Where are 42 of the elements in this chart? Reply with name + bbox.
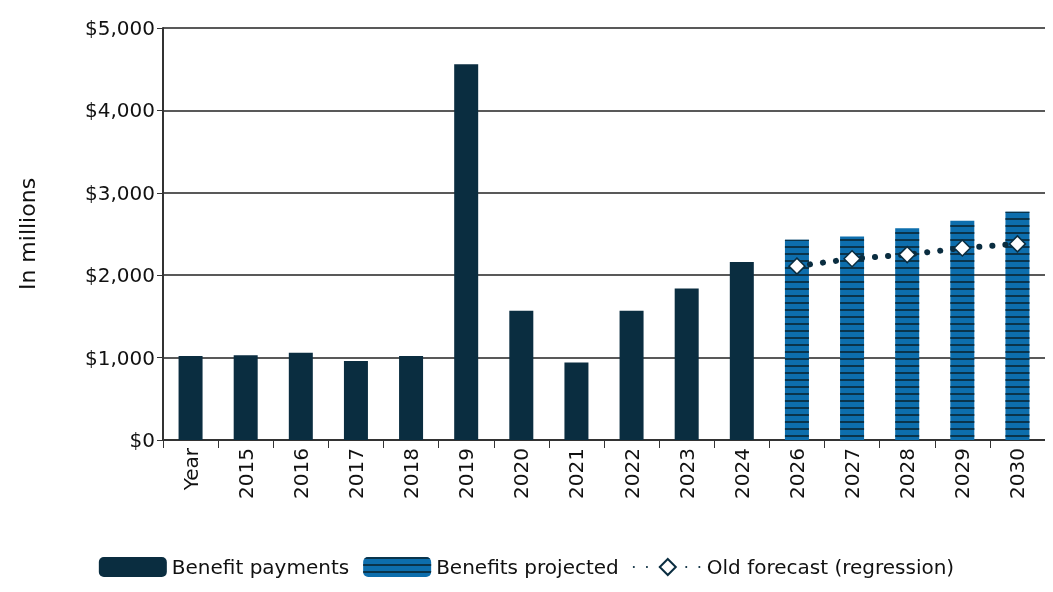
y-tick-label: $4,000 [85, 98, 155, 123]
x-tick-label: Year [178, 447, 203, 492]
y-tick-label: $0 [129, 428, 155, 452]
x-tick-label: 2021 [564, 448, 589, 499]
bar [233, 355, 258, 440]
y-axis-title: In millions [14, 177, 40, 291]
point [953, 239, 972, 257]
legend-label: Benefit payments [171, 555, 350, 579]
bar [564, 362, 589, 440]
y-tick-label: $2,000 [85, 263, 155, 288]
x-tick-label: 2028 [895, 448, 920, 499]
x-tick-label: 2019 [454, 448, 479, 499]
point [898, 245, 916, 264]
x-tick-label: 2026 [784, 448, 809, 499]
x-tick-label: 2016 [288, 448, 313, 499]
bar [399, 355, 424, 440]
bar [454, 64, 479, 440]
bar [674, 288, 699, 440]
y-tick-label: $1,000 [85, 345, 155, 370]
point [843, 249, 861, 268]
x-tick-label: 2030 [1005, 448, 1030, 499]
x-tick-label: 2022 [619, 448, 644, 499]
bar [619, 310, 644, 440]
legend-label: Benefits projected [436, 555, 619, 579]
x-tick-label: 2018 [399, 448, 424, 499]
x-tick-label: 2024 [729, 448, 754, 499]
x-tick-label: 2015 [233, 448, 258, 499]
y-tick-label: $3,000 [85, 180, 155, 205]
x-tick-label: 2020 [509, 448, 534, 499]
legend-label: Old forecast (regression) [706, 555, 955, 579]
bar [509, 310, 534, 440]
point [1008, 235, 1027, 253]
x-tick-label: 2017 [343, 448, 368, 499]
x-tick-label: 2029 [950, 448, 975, 499]
bar [288, 352, 313, 440]
y-tick-label: $5,000 [85, 16, 155, 40]
bar [729, 262, 754, 440]
x-tick-label: 2027 [840, 448, 865, 499]
point [788, 257, 806, 275]
bar [343, 360, 368, 440]
bar [178, 355, 203, 440]
x-tick-label: 2023 [674, 448, 699, 499]
